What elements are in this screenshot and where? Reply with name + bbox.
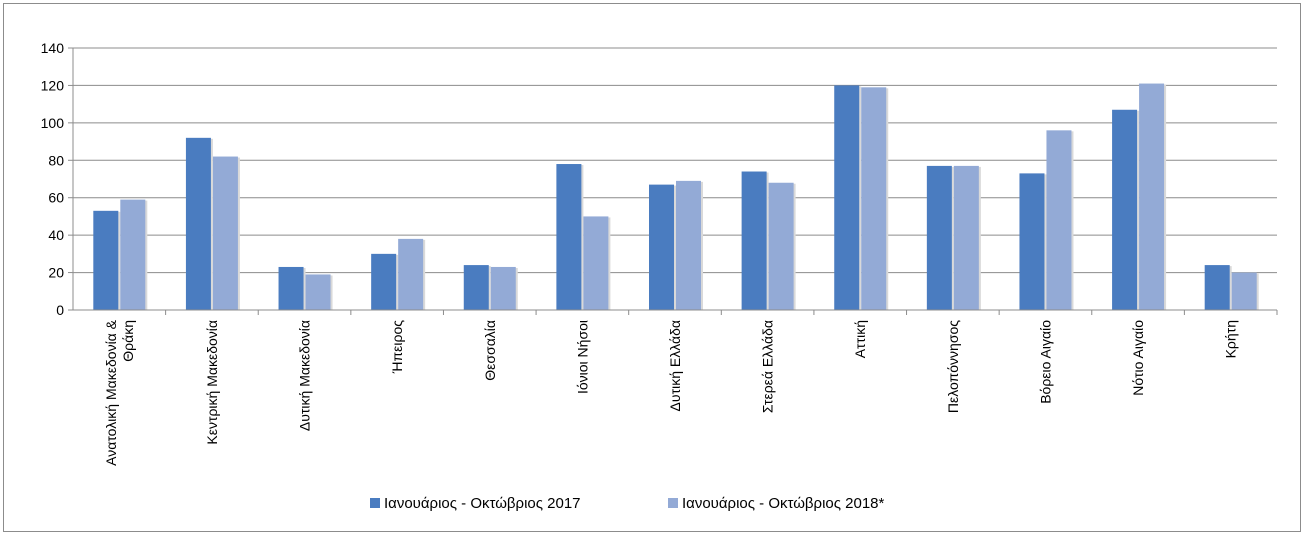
chart-frame: 0 20 40 60 80 100 120 140 Ανατολική Μακεδονία &…	[3, 3, 1301, 532]
bar	[1046, 130, 1072, 310]
category-label: Κεντρική Μακεδονία	[204, 320, 220, 445]
category-label: Κρήτη	[1223, 320, 1239, 358]
y-tick-label: 80	[48, 152, 64, 168]
x-axis-categories: Ανατολική Μακεδονία & Θράκη Κεντρική Μακεδ…	[103, 319, 1239, 465]
y-tick-label: 40	[48, 227, 64, 243]
bar	[676, 180, 701, 310]
category-label: Αττική	[852, 320, 868, 358]
category-label: Θράκη	[120, 320, 136, 362]
category-label: Ήπειρος	[389, 320, 405, 374]
y-tick-label: 0	[56, 302, 64, 318]
bar	[1139, 83, 1165, 310]
y-axis-ticks: 0 20 40 60 80 100 120 140	[41, 40, 73, 318]
y-tick-label: 60	[48, 190, 64, 206]
bar	[1019, 173, 1045, 310]
bar	[861, 87, 887, 310]
bar	[926, 165, 952, 310]
bar	[834, 85, 860, 310]
category-label: Ανατολική Μακεδονία &	[103, 319, 119, 465]
bar	[463, 265, 489, 310]
bar	[305, 274, 331, 310]
bar	[1112, 109, 1138, 310]
bar-chart: 0 20 40 60 80 100 120 140 Ανατολική Μακεδονία &…	[41, 40, 1278, 512]
category-label: Βόρειο Αιγαίο	[1037, 320, 1053, 404]
legend-swatch	[370, 498, 380, 508]
bar	[768, 182, 794, 310]
bar	[1231, 272, 1257, 310]
axes	[72, 48, 1278, 315]
category-label: Πελοπόννησος	[945, 320, 961, 413]
bar	[93, 210, 119, 310]
category-label: Στερεά Ελλάδα	[760, 320, 776, 413]
bar	[953, 165, 979, 310]
category-label: Δυτική Μακεδονία	[297, 320, 313, 431]
bars	[93, 83, 1259, 310]
y-tick-label: 120	[41, 77, 65, 93]
bar	[185, 137, 211, 310]
bar	[490, 266, 516, 310]
bar	[212, 156, 238, 310]
y-tick-label: 100	[41, 115, 65, 131]
y-tick-label: 140	[41, 40, 65, 56]
bar	[556, 164, 582, 310]
bar	[398, 238, 424, 310]
bar	[278, 266, 304, 310]
category-label: Θεσσαλία	[482, 320, 498, 381]
category-label: Νότιο Αιγαίο	[1130, 320, 1146, 396]
legend-swatch	[668, 498, 678, 508]
legend: Ιανουάριος - Οκτώβριος 2017 Ιανουάριος - …	[370, 495, 885, 512]
category-label: Ιόνιοι Νήσοι	[574, 320, 590, 394]
bar	[1204, 265, 1230, 310]
y-tick-label: 20	[48, 265, 64, 281]
category-label: Δυτική Ελλάδα	[667, 320, 683, 411]
bar	[741, 171, 767, 310]
legend-label: Ιανουάριος - Οκτώβριος 2018*	[682, 495, 885, 512]
bar	[583, 216, 609, 310]
legend-label: Ιανουάριος - Οκτώβριος 2017	[384, 495, 581, 512]
bar	[120, 199, 146, 310]
bar	[371, 253, 397, 310]
bar	[649, 184, 674, 310]
